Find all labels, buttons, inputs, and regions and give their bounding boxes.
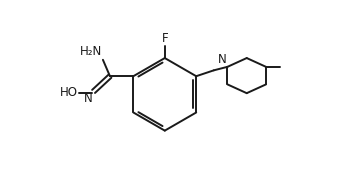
Text: H₂N: H₂N	[80, 45, 102, 58]
Text: N: N	[84, 92, 93, 105]
Text: HO: HO	[60, 86, 78, 99]
Text: F: F	[162, 32, 168, 45]
Text: N: N	[217, 53, 226, 66]
